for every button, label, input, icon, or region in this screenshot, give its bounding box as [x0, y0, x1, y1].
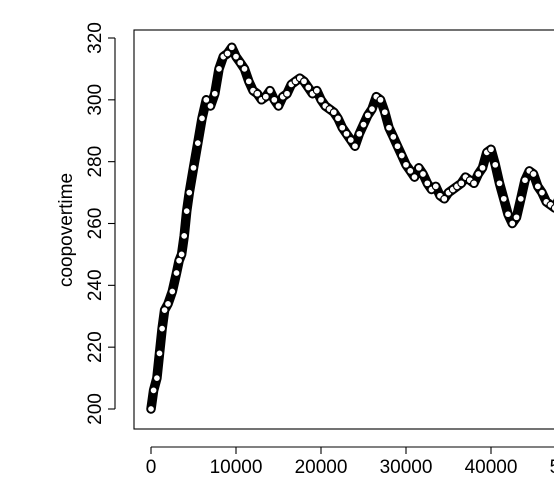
data-point: [155, 349, 164, 358]
data-point: [440, 194, 449, 203]
data-point: [487, 145, 495, 154]
data-point: [351, 142, 359, 151]
data-point: [182, 207, 191, 216]
y-tick-label: 320: [85, 22, 106, 54]
plot-frame: [133, 29, 554, 430]
data-point: [317, 95, 325, 104]
data-point: [244, 77, 253, 86]
data-point: [397, 151, 406, 160]
data-point: [538, 188, 546, 197]
data-point: [521, 176, 529, 185]
data-point: [368, 105, 376, 114]
y-axis-title: coopovertime: [56, 173, 77, 287]
data-point: [304, 83, 313, 92]
data-point: [355, 129, 364, 138]
x-tick-label: 0: [146, 457, 157, 478]
data-point: [457, 179, 466, 188]
data-point: [508, 219, 517, 228]
x-tick-label: 30000: [380, 457, 433, 478]
data-point: [533, 182, 542, 191]
data-point: [346, 136, 355, 144]
data-point: [193, 139, 202, 148]
data-point: [376, 95, 385, 104]
data-point: [380, 108, 389, 117]
data-point: [149, 386, 158, 395]
data-point: [177, 250, 186, 259]
x-tick-label: 20000: [295, 457, 348, 478]
data-point: [495, 179, 504, 188]
y-tick-label: 300: [85, 84, 106, 116]
data-point: [300, 77, 308, 86]
data-point: [516, 194, 525, 203]
data-point: [389, 132, 398, 141]
data-point: [338, 123, 347, 132]
data-point: [270, 95, 279, 104]
data-point: [470, 179, 478, 188]
data-point: [240, 64, 249, 73]
data-point: [172, 269, 181, 277]
y-tick-label: 220: [85, 331, 106, 363]
data-point: [232, 52, 240, 61]
data-point: [158, 324, 167, 333]
data-point: [478, 163, 487, 172]
data-point: [359, 120, 368, 129]
data-point: [312, 86, 321, 95]
axes: 200 220 240 260 280 300 320 0 10000 20000 30000 400…: [85, 22, 554, 478]
data-point: [202, 95, 211, 104]
x-tick-label: 10000: [210, 457, 263, 478]
data-point: [410, 173, 419, 182]
data-point: [414, 163, 423, 172]
data-point: [334, 114, 342, 123]
data-point: [206, 102, 215, 110]
data-point: [283, 89, 291, 98]
x-tick-label: 40000: [465, 457, 518, 478]
data-point: [385, 123, 393, 132]
data-point: [406, 166, 415, 175]
data-point: [512, 213, 521, 222]
data-point: [342, 129, 351, 138]
data-point: [474, 170, 483, 178]
data-point: [393, 142, 402, 151]
data-point: [227, 43, 236, 52]
data-point: [363, 111, 372, 120]
data-point: [223, 49, 232, 58]
data-point: [236, 58, 245, 67]
data-point: [266, 86, 274, 95]
data-point: [253, 89, 262, 98]
data-point: [274, 102, 283, 110]
data-point: [261, 92, 270, 101]
y-tick-label: 280: [85, 146, 106, 178]
series-trail: [146, 42, 554, 414]
data-point: [431, 182, 440, 191]
data-point: [168, 287, 177, 296]
data-point: [210, 89, 219, 98]
data-point: [499, 194, 508, 203]
data-point: [152, 374, 161, 383]
data-point: [215, 64, 223, 73]
y-tick-label: 240: [85, 269, 106, 301]
data-point: [491, 160, 500, 169]
data-point: [160, 306, 169, 315]
data-point: [198, 114, 206, 123]
data-point: [504, 210, 512, 219]
data-point: [180, 231, 189, 240]
data-point: [189, 163, 198, 172]
plot-area: [146, 42, 554, 414]
data-point: [329, 108, 338, 117]
data-point: [419, 170, 427, 178]
data-point: [402, 160, 410, 169]
y-tick-label: 260: [85, 208, 106, 240]
data-point: [185, 188, 194, 197]
data-point: [147, 405, 155, 413]
data-point: [529, 170, 538, 178]
x-tick-label: 50000: [550, 457, 554, 478]
y-tick-label: 200: [85, 393, 106, 425]
data-point: [423, 179, 432, 188]
data-point: [164, 299, 172, 308]
data-point: [550, 204, 554, 212]
